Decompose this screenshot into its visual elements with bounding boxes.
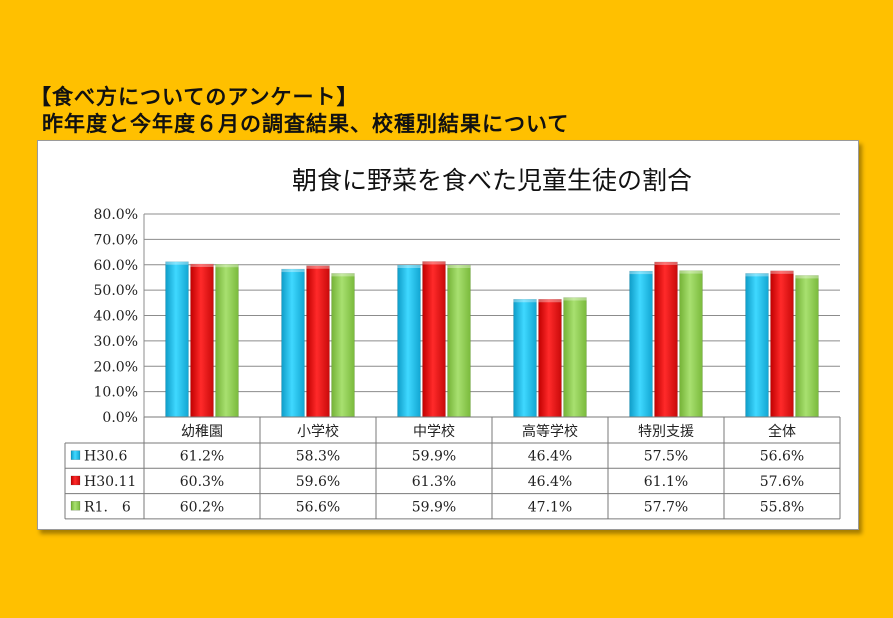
gridlines — [143, 213, 840, 417]
data-label: 47.1% — [528, 499, 572, 515]
data-label: 46.4% — [528, 449, 572, 465]
legend-swatch — [70, 501, 81, 511]
bar-cap — [331, 273, 355, 277]
bar-2-4 — [538, 299, 562, 418]
bar-cap — [397, 265, 421, 269]
bar-cap — [215, 264, 239, 268]
chart-title: 朝食に野菜を食べた児童生徒の割合 — [292, 166, 692, 195]
x-category-label: 全体 — [768, 423, 796, 440]
heading-line-2: 昨年度と今年度６月の調査結果、校種別結果について — [42, 112, 570, 136]
legend-series-name: H30.6 — [84, 449, 127, 465]
bar-cap — [770, 270, 794, 274]
data-label: 59.9% — [412, 499, 456, 515]
page-heading: 【食べ方についてのアンケート】 昨年度と今年度６月の調査結果、校種別結果について — [30, 84, 569, 138]
bar-3-5 — [679, 270, 703, 418]
bar-cap — [538, 299, 562, 303]
y-tick-label: 40.0% — [94, 309, 138, 325]
data-label: 56.6% — [296, 499, 340, 515]
y-tick-label: 30.0% — [94, 334, 138, 350]
data-label: 55.8% — [760, 499, 804, 515]
data-label: 61.2% — [180, 449, 224, 465]
y-tick-label: 70.0% — [94, 232, 138, 248]
bar-cap — [513, 299, 537, 303]
bar-1-5 — [629, 270, 653, 418]
heading-line-1: 【食べ方についてのアンケート】 — [30, 85, 359, 109]
bar-cap — [795, 275, 819, 279]
bar-cap — [281, 269, 305, 273]
bar-2-5 — [654, 261, 678, 418]
data-label: 60.2% — [180, 499, 224, 515]
bar-cap — [679, 270, 703, 274]
legend-swatch — [70, 450, 81, 460]
data-label: 46.4% — [528, 474, 572, 490]
legend-series-name: R1. 6 — [84, 499, 131, 515]
data-label: 57.7% — [644, 499, 688, 515]
bar-2-3 — [422, 261, 446, 418]
legend-swatch — [70, 475, 81, 486]
x-category-label: 小学校 — [297, 423, 339, 440]
y-tick-label: 50.0% — [94, 283, 138, 299]
chart-panel: 朝食に野菜を食べた児童生徒の割合 80.0% 70.0% 60.0% 50.0% 40.… — [37, 140, 859, 530]
bar-2-2 — [306, 265, 330, 418]
legend-series-name: H30.11 — [84, 474, 136, 490]
bar-1-2 — [281, 268, 305, 418]
bar-1-3 — [397, 264, 421, 418]
bar-2-6 — [770, 270, 794, 418]
y-tick-label: 80.0% — [94, 207, 138, 223]
data-label: 61.3% — [412, 474, 456, 490]
y-tick-label: 0.0% — [102, 410, 138, 426]
bar-1-1 — [165, 261, 189, 418]
x-category-label: 中学校 — [413, 423, 455, 440]
bar-cap — [165, 261, 189, 265]
bar-3-1 — [215, 263, 239, 418]
data-label: 57.6% — [760, 474, 804, 490]
x-category-label: 高等学校 — [522, 423, 578, 440]
bar-1-6 — [745, 273, 769, 418]
bar-3-3 — [447, 264, 471, 418]
bar-3-2 — [331, 273, 355, 418]
bar-cap — [563, 297, 587, 301]
data-label: 58.3% — [296, 449, 340, 465]
data-label: 59.9% — [412, 449, 456, 465]
data-label: 61.1% — [644, 474, 688, 490]
bar-cap — [306, 265, 330, 269]
bar-3-6 — [795, 275, 819, 418]
bar-cap — [629, 271, 653, 275]
bar-1-4 — [513, 299, 537, 418]
data-table: 幼稚園 小学校 中学校 高等学校 特別支援 全体 H30.6 61.2% 58.3% 59.9% 4… — [64, 416, 841, 520]
bar-2-1 — [190, 263, 214, 418]
bar-cap — [654, 261, 678, 265]
data-label: 60.3% — [180, 474, 224, 490]
y-axis-tick-labels: 80.0% 70.0% 60.0% 50.0% 40.0% 30.0% 20.0% 10.0%… — [94, 207, 138, 426]
data-label: 56.6% — [760, 449, 804, 465]
y-tick-label: 60.0% — [94, 258, 138, 274]
y-tick-label: 10.0% — [94, 385, 138, 401]
y-tick-label: 20.0% — [94, 359, 138, 375]
data-label: 57.5% — [644, 449, 688, 465]
x-category-label: 幼稚園 — [181, 424, 223, 440]
bar-3-4 — [563, 297, 587, 418]
bar-cap — [745, 273, 769, 277]
data-label: 59.6% — [296, 474, 340, 490]
bar-cap — [190, 263, 214, 267]
bar-cap — [422, 261, 446, 265]
bar-chart-with-data-table: 朝食に野菜を食べた児童生徒の割合 80.0% 70.0% 60.0% 50.0% 40.… — [64, 166, 841, 520]
bars — [165, 261, 819, 418]
bar-cap — [447, 265, 471, 269]
x-category-label: 特別支援 — [638, 424, 694, 440]
